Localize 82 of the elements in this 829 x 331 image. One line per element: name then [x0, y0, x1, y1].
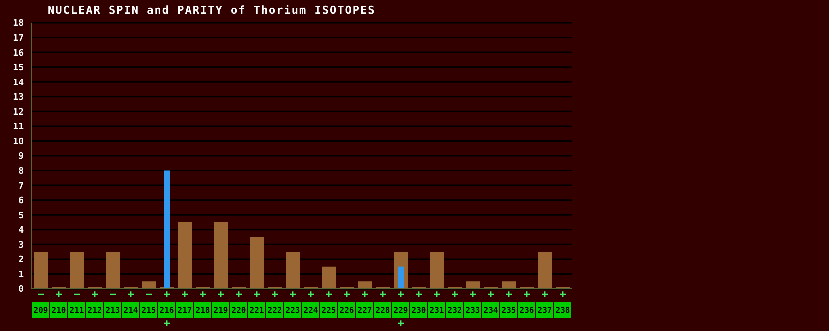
x-tick-label: 237 — [538, 306, 552, 315]
y-tick-label: 14 — [13, 78, 25, 88]
x-tick-label: 229 — [394, 306, 408, 315]
x-tick-label: 224 — [304, 306, 318, 315]
y-tick-label: 13 — [13, 93, 24, 104]
y-tick-label: 4 — [18, 226, 25, 236]
data-label: + — [398, 317, 405, 330]
data-label: + — [164, 288, 171, 301]
y-tick-label: 5 — [18, 211, 24, 222]
data-label: + — [380, 288, 387, 301]
x-tick-label: 210 — [52, 306, 66, 315]
data-label: + — [218, 288, 225, 301]
y-tick-label: 3 — [18, 240, 24, 251]
y-tick-label: 17 — [13, 34, 24, 44]
data-label: + — [452, 288, 459, 301]
data-label: + — [164, 317, 171, 330]
data-label: + — [308, 288, 315, 301]
data-label: + — [542, 288, 549, 301]
chart-title: NUCLEAR SPIN and PARITY of Thorium ISOTOPES — [48, 4, 376, 17]
data-label: − — [146, 288, 153, 301]
data-label: + — [416, 288, 423, 301]
x-tick-label: 209 — [34, 306, 48, 315]
y-tick-label: 9 — [18, 152, 24, 162]
x-tick-label: 217 — [178, 306, 192, 315]
y-tick-label: 12 — [13, 108, 24, 118]
data-label: + — [56, 288, 63, 301]
y-tick-label: 1 — [18, 270, 24, 280]
data-label: + — [470, 288, 477, 301]
y-tick-label: 10 — [13, 137, 24, 148]
data-label: + — [506, 288, 513, 301]
x-tick-label: 225 — [322, 306, 336, 315]
x-tick-label: 226 — [340, 306, 354, 315]
data-label: + — [560, 288, 567, 301]
y-tick-label: 8 — [18, 166, 24, 177]
data-label: + — [434, 288, 441, 301]
x-tick-label: 220 — [232, 306, 246, 315]
x-tick-label: 215 — [142, 306, 156, 315]
data-label: + — [488, 288, 495, 301]
x-tick-label: 230 — [412, 306, 426, 315]
y-tick-label: 2 — [18, 256, 24, 266]
data-label: + — [398, 288, 405, 301]
data-label: + — [254, 288, 261, 301]
x-tick-label: 216 — [160, 306, 174, 315]
y-tick-label: 0 — [18, 285, 24, 296]
data-label: + — [362, 288, 369, 301]
x-tick-label: 223 — [286, 306, 300, 315]
x-tick-label: 214 — [124, 306, 138, 315]
x-tick-label: 228 — [376, 306, 390, 315]
data-label: − — [110, 288, 117, 301]
x-tick-label: 222 — [268, 306, 282, 315]
data-label: + — [290, 288, 297, 301]
data-label: + — [182, 288, 189, 301]
x-tick-label: 236 — [520, 306, 534, 315]
x-tick-label: 235 — [502, 306, 516, 315]
y-tick-label: 6 — [18, 196, 24, 207]
x-tick-label: 213 — [106, 306, 120, 315]
x-tick-label: 218 — [196, 306, 210, 315]
y-tick-label: 15 — [13, 64, 24, 74]
data-label: + — [344, 288, 351, 301]
x-tick-label: 232 — [448, 306, 462, 315]
x-tick-label: 212 — [88, 306, 102, 315]
x-tick-label: 227 — [358, 306, 372, 315]
y-tick-label: 11 — [13, 122, 24, 133]
data-label: + — [200, 288, 207, 301]
y-tick-label: 7 — [18, 182, 24, 192]
x-tick-label: 211 — [70, 306, 84, 315]
data-label: + — [272, 288, 279, 301]
data-label: + — [236, 288, 243, 301]
x-tick-label: 231 — [430, 306, 444, 315]
data-label: + — [326, 288, 333, 301]
data-label: + — [92, 288, 99, 301]
x-tick-label: 219 — [214, 306, 228, 315]
y-tick-label: 18 — [13, 19, 24, 30]
data-label: + — [524, 288, 531, 301]
y-tick-label: 16 — [13, 48, 24, 59]
data-label: − — [74, 288, 81, 301]
x-tick-label: 238 — [556, 306, 570, 315]
x-tick-label: 233 — [466, 306, 480, 315]
data-label: − — [38, 288, 45, 301]
x-tick-label: 221 — [250, 306, 264, 315]
data-label: + — [128, 288, 135, 301]
x-tick-label: 234 — [484, 306, 498, 315]
